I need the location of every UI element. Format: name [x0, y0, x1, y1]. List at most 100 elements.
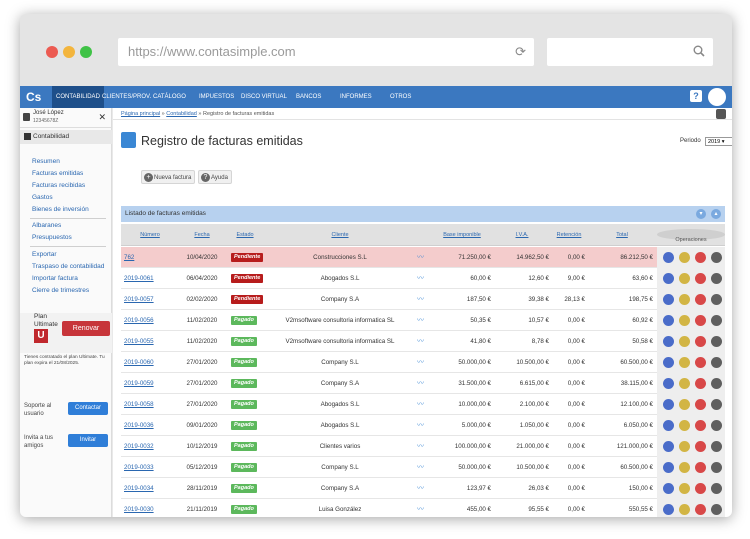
collapse-icon[interactable]: ✕: [98, 112, 106, 122]
more-options-icon[interactable]: [711, 378, 722, 389]
more-options-icon[interactable]: [711, 420, 722, 431]
trend-icon[interactable]: 〰: [417, 338, 424, 345]
table-row[interactable]: 2019-0036 09/01/2020 Pagado Abogados S.L 〰 5.…: [121, 415, 725, 436]
reload-icon[interactable]: ⟳: [515, 44, 526, 59]
sidebar-item-facturas-recibidas[interactable]: Facturas recibidas: [32, 182, 86, 189]
edit-icon[interactable]: [679, 420, 690, 431]
invoice-number-link[interactable]: 762: [124, 254, 135, 261]
sidebar-item-exportar[interactable]: Exportar: [32, 251, 57, 258]
trend-icon[interactable]: 〰: [417, 422, 424, 429]
more-options-icon[interactable]: [711, 273, 722, 284]
sidebar-item-presupuestos[interactable]: Presupuestos: [32, 234, 72, 241]
trend-icon[interactable]: 〰: [417, 317, 424, 324]
sidebar-item-resumen[interactable]: Resumen: [32, 158, 60, 165]
attachment-icon[interactable]: [663, 273, 674, 284]
trend-icon[interactable]: 〰: [417, 485, 424, 492]
edit-icon[interactable]: [679, 462, 690, 473]
table-row[interactable]: 2019-0057 02/02/2020 Pendiente Company S.A 〰…: [121, 289, 725, 310]
invoice-number-link[interactable]: 2019-0055: [124, 338, 154, 345]
col-cliente[interactable]: Cliente: [331, 232, 349, 238]
invoice-number-link[interactable]: 2019-0036: [124, 422, 154, 429]
table-row[interactable]: 2019-0059 27/01/2020 Pagado Company S.A 〰 31.…: [121, 373, 725, 394]
breadcrumb-home[interactable]: Página principal: [121, 111, 161, 117]
more-options-icon[interactable]: [711, 357, 722, 368]
col-total[interactable]: Total: [616, 232, 628, 238]
edit-icon[interactable]: [679, 273, 690, 284]
more-options-icon[interactable]: [711, 399, 722, 410]
table-row[interactable]: 762 10/04/2020 Pendiente Construcciones S.L…: [121, 247, 725, 268]
user-avatar-icon[interactable]: [708, 88, 726, 106]
invoice-number-link[interactable]: 2019-0033: [124, 464, 154, 471]
more-options-icon[interactable]: [711, 462, 722, 473]
close-dot[interactable]: [46, 46, 58, 58]
nav-clientes[interactable]: CLIENTES/PROV.: [102, 94, 152, 100]
table-row[interactable]: 2019-0060 27/01/2020 Pagado Company S.L 〰 50.…: [121, 352, 725, 373]
period-select[interactable]: 2019 ▾: [705, 137, 732, 146]
sidebar-item-importar-factura[interactable]: Importar factura: [32, 275, 78, 282]
trend-icon[interactable]: 〰: [417, 359, 424, 366]
attachment-icon[interactable]: [663, 315, 674, 326]
table-row[interactable]: 2019-0034 28/11/2019 Pagado Company S.A 〰 123…: [121, 478, 725, 499]
attachment-icon[interactable]: [663, 441, 674, 452]
trend-icon[interactable]: 〰: [417, 380, 424, 387]
print-icon[interactable]: [695, 378, 706, 389]
more-options-icon[interactable]: [711, 441, 722, 452]
sidebar-item-bienes-inversion[interactable]: Bienes de inversión: [32, 206, 89, 213]
print-icon[interactable]: [695, 336, 706, 347]
trend-icon[interactable]: 〰: [417, 506, 424, 513]
attachment-icon[interactable]: [663, 399, 674, 410]
table-row[interactable]: 2019-0030 21/11/2019 Pagado Luisa González 〰…: [121, 499, 725, 517]
new-invoice-button[interactable]: + Nueva factura: [141, 170, 196, 184]
filter-icon[interactable]: ▾: [696, 209, 706, 219]
help-button[interactable]: ? Ayuda: [198, 170, 232, 184]
invoice-number-link[interactable]: 2019-0057: [124, 296, 154, 303]
sidebar-item-cierre-trimestres[interactable]: Cierre de trimestres: [32, 287, 90, 294]
print-icon[interactable]: [695, 315, 706, 326]
attachment-icon[interactable]: [663, 462, 674, 473]
col-numero[interactable]: Número: [140, 232, 160, 238]
more-options-icon[interactable]: [711, 504, 722, 515]
table-row[interactable]: 2019-0056 11/02/2020 Pagado V2msoftware con…: [121, 310, 725, 331]
print-icon[interactable]: [695, 504, 706, 515]
edit-icon[interactable]: [679, 294, 690, 305]
attachment-icon[interactable]: [663, 420, 674, 431]
app-logo[interactable]: Cs: [26, 90, 42, 104]
invoice-number-link[interactable]: 2019-0061: [124, 275, 154, 282]
more-options-icon[interactable]: [711, 483, 722, 494]
invoice-number-link[interactable]: 2019-0058: [124, 401, 154, 408]
nav-informes[interactable]: INFORMES: [340, 94, 372, 100]
more-options-icon[interactable]: [711, 315, 722, 326]
print-icon[interactable]: [695, 357, 706, 368]
nav-contabilidad[interactable]: CONTABILIDAD: [52, 86, 104, 108]
edit-icon[interactable]: [679, 315, 690, 326]
print-icon[interactable]: [695, 294, 706, 305]
edit-icon[interactable]: [679, 357, 690, 368]
print-icon[interactable]: [695, 273, 706, 284]
more-options-icon[interactable]: [711, 294, 722, 305]
invoice-number-link[interactable]: 2019-0060: [124, 359, 154, 366]
sidebar-item-albaranes[interactable]: Albaranes: [32, 222, 62, 229]
trend-icon[interactable]: 〰: [417, 443, 424, 450]
print-icon[interactable]: [695, 441, 706, 452]
attachment-icon[interactable]: [663, 294, 674, 305]
sidebar-item-gastos[interactable]: Gastos: [32, 194, 53, 201]
attachment-icon[interactable]: [663, 336, 674, 347]
edit-icon[interactable]: [679, 483, 690, 494]
maximize-dot[interactable]: [80, 46, 92, 58]
renew-button[interactable]: Renovar: [62, 321, 110, 336]
table-row[interactable]: 2019-0033 05/12/2019 Pagado Company S.L 〰 50.…: [121, 457, 725, 478]
nav-catalogo[interactable]: CATÁLOGO: [153, 94, 186, 100]
invoice-number-link[interactable]: 2019-0032: [124, 443, 154, 450]
invite-button[interactable]: Invitar: [68, 434, 108, 447]
attachment-icon[interactable]: [663, 504, 674, 515]
edit-icon[interactable]: [679, 252, 690, 263]
attachment-icon[interactable]: [663, 378, 674, 389]
search-icon[interactable]: [716, 109, 726, 119]
col-base[interactable]: Base imponible: [443, 232, 481, 238]
trend-icon[interactable]: 〰: [417, 401, 424, 408]
trend-icon[interactable]: 〰: [417, 275, 424, 282]
breadcrumb-section[interactable]: Contabilidad: [166, 111, 197, 117]
help-icon[interactable]: ?: [690, 90, 702, 102]
sidebar-item-facturas-emitidas[interactable]: Facturas emitidas: [32, 170, 84, 177]
nav-impuestos[interactable]: IMPUESTOS: [199, 94, 235, 100]
